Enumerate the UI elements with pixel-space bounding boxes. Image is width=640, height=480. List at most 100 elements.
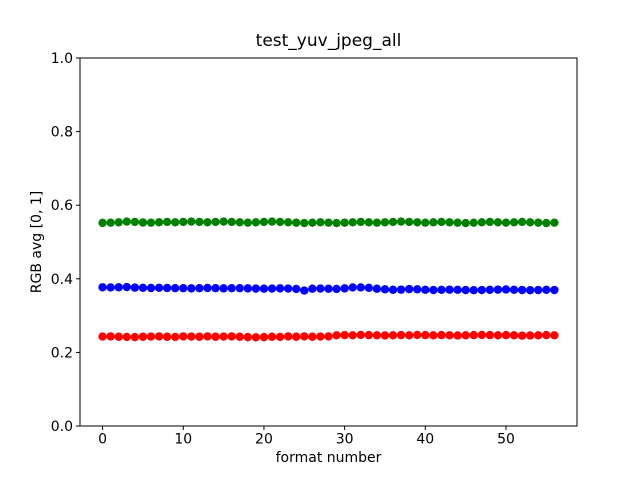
data-point-green [211,217,220,227]
data-point-red [267,332,277,341]
data-point-green [396,217,406,226]
data-point-green [477,218,486,227]
data-point-red [146,332,156,341]
data-point-red [469,330,478,340]
data-point-blue [195,283,204,293]
data-point-blue [340,284,349,293]
data-point-blue [267,284,277,293]
data-point-green [267,217,277,226]
data-point-green [130,217,140,227]
data-point-red [372,331,382,340]
data-point-red [203,332,212,341]
data-point-green [179,217,188,227]
data-point-blue [332,284,341,294]
data-point-red [340,330,349,340]
data-point-green [388,217,398,227]
data-point-red [356,330,365,340]
data-point-blue [469,286,478,295]
data-point-blue [316,284,325,293]
x-tick-label: 40 [416,432,434,448]
data-point-blue [404,284,414,294]
data-point-blue [203,283,212,293]
data-point-blue [429,285,438,295]
data-point-red [243,332,253,342]
data-point-red [219,332,228,341]
data-point-blue [146,283,156,293]
data-point-blue [154,283,164,293]
data-point-green [550,218,559,227]
data-point-red [542,330,551,340]
data-point-red [332,331,341,340]
data-point-green [324,218,333,227]
data-point-green [275,217,285,227]
data-point-green [283,218,293,227]
data-point-red [324,332,333,341]
data-point-green [421,218,430,227]
data-point-red [316,332,325,341]
data-point-green [469,218,478,227]
y-tick-label: 0.8 [51,125,73,141]
data-point-red [413,330,422,340]
data-point-blue [227,283,236,293]
data-point-green [534,218,543,227]
data-point-green [203,218,212,227]
data-point-blue [477,285,486,295]
data-point-green [146,218,156,227]
chart-title: test_yuv_jpeg_all [255,31,402,51]
data-point-red [421,330,430,340]
data-point-red [275,332,285,342]
data-point-green [364,218,374,227]
data-point-red [534,331,543,340]
data-point-red [493,331,503,340]
data-point-red [283,332,293,341]
data-point-red [122,332,131,342]
data-point-blue [219,284,228,293]
data-point-blue [517,285,527,295]
data-point-green [509,218,519,227]
data-point-blue [364,283,374,293]
data-point-red [195,332,204,341]
data-point-red [114,332,123,341]
x-axis-label: format number [275,450,382,466]
data-point-green [251,218,261,227]
data-point-blue [348,283,357,292]
data-point-green [372,218,382,227]
data-point-blue [372,284,382,293]
data-point-red [453,331,462,340]
data-point-blue [461,285,470,295]
data-point-blue [98,283,107,292]
data-point-blue [211,283,220,293]
data-point-blue [534,285,543,295]
data-point-red [138,332,148,341]
data-point-green [526,218,535,227]
data-point-blue [106,283,115,292]
x-tick-label: 50 [497,432,515,448]
data-point-red [396,330,406,340]
data-point-green [195,217,204,227]
y-tick-label: 0.4 [51,272,73,288]
data-point-green [154,218,164,227]
data-point-red [251,333,261,342]
data-point-green [300,218,309,228]
y-tick-label: 0.2 [51,345,73,361]
data-point-red [445,331,454,340]
data-point-red [404,331,414,340]
data-point-blue [300,286,309,295]
data-point-red [517,331,527,340]
data-point-blue [356,283,365,292]
data-point-blue [292,284,301,294]
data-point-green [138,218,148,227]
data-point-blue [509,285,519,295]
data-point-green [162,217,172,227]
data-point-blue [138,283,148,293]
data-point-red [429,331,438,340]
data-point-red [235,332,244,341]
x-tick-label: 10 [174,432,192,448]
data-point-blue [493,285,503,294]
data-point-green [501,218,511,227]
data-point-red [380,331,390,340]
data-point-blue [421,285,430,295]
data-point-blue [380,285,390,294]
data-point-green [243,218,253,227]
